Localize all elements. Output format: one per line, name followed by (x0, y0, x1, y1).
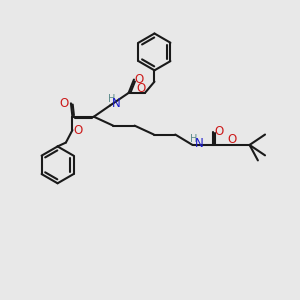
Text: H: H (108, 94, 115, 104)
Text: O: O (73, 124, 83, 136)
Text: O: O (227, 133, 236, 146)
Text: N: N (112, 97, 121, 110)
Text: H: H (190, 134, 198, 144)
Text: O: O (137, 82, 146, 95)
Text: O: O (60, 97, 69, 110)
Text: O: O (214, 125, 223, 138)
Text: O: O (134, 73, 144, 86)
Text: N: N (195, 137, 203, 150)
